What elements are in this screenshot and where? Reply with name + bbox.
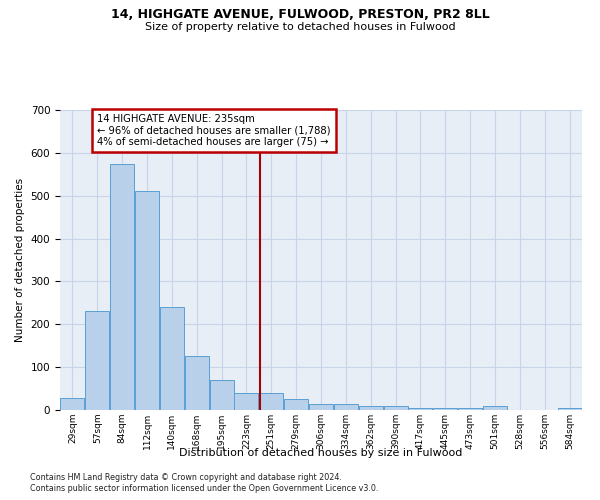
Text: Size of property relative to detached houses in Fulwood: Size of property relative to detached ho… [145, 22, 455, 32]
Bar [383, 406, 407, 410]
Bar [61, 398, 85, 410]
Bar [85, 312, 109, 410]
Bar [110, 164, 134, 410]
Text: Contains public sector information licensed under the Open Government Licence v3: Contains public sector information licen… [30, 484, 379, 493]
Bar [284, 400, 308, 410]
Bar [409, 408, 433, 410]
Bar [309, 404, 333, 410]
Text: Contains HM Land Registry data © Crown copyright and database right 2024.: Contains HM Land Registry data © Crown c… [30, 472, 342, 482]
Bar [160, 307, 184, 410]
Bar [458, 408, 482, 410]
Text: 14, HIGHGATE AVENUE, FULWOOD, PRESTON, PR2 8LL: 14, HIGHGATE AVENUE, FULWOOD, PRESTON, P… [110, 8, 490, 20]
Bar [433, 408, 457, 410]
Bar [135, 192, 159, 410]
Y-axis label: Number of detached properties: Number of detached properties [15, 178, 25, 342]
Text: 14 HIGHGATE AVENUE: 235sqm
← 96% of detached houses are smaller (1,788)
4% of se: 14 HIGHGATE AVENUE: 235sqm ← 96% of deta… [97, 114, 331, 148]
Bar [259, 393, 283, 410]
Text: Distribution of detached houses by size in Fulwood: Distribution of detached houses by size … [179, 448, 463, 458]
Bar [557, 408, 581, 410]
Bar [359, 406, 383, 410]
Bar [185, 356, 209, 410]
Bar [209, 380, 233, 410]
Bar [235, 393, 259, 410]
Bar [334, 404, 358, 410]
Bar [483, 406, 507, 410]
